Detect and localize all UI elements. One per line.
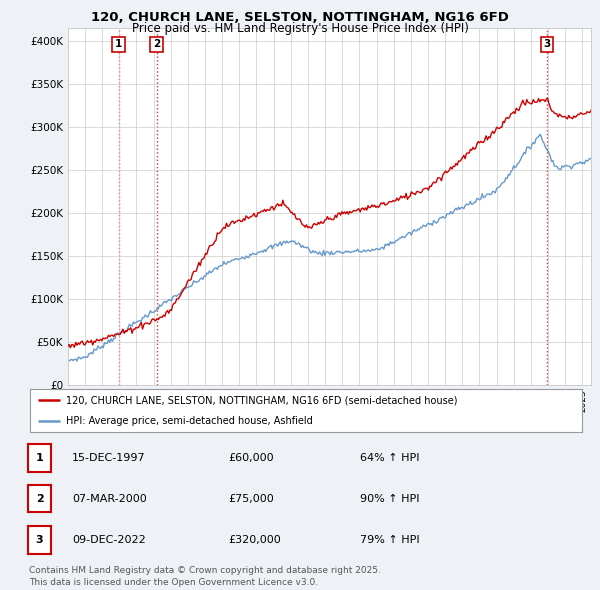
- Text: £60,000: £60,000: [228, 453, 274, 463]
- Text: 1: 1: [115, 40, 122, 50]
- Text: 2: 2: [153, 40, 160, 50]
- Text: 15-DEC-1997: 15-DEC-1997: [72, 453, 146, 463]
- Text: 120, CHURCH LANE, SELSTON, NOTTINGHAM, NG16 6FD: 120, CHURCH LANE, SELSTON, NOTTINGHAM, N…: [91, 11, 509, 24]
- Text: 79% ↑ HPI: 79% ↑ HPI: [360, 535, 419, 545]
- Text: 120, CHURCH LANE, SELSTON, NOTTINGHAM, NG16 6FD (semi-detached house): 120, CHURCH LANE, SELSTON, NOTTINGHAM, N…: [66, 395, 457, 405]
- Text: 1: 1: [36, 453, 43, 463]
- Text: 3: 3: [544, 40, 551, 50]
- Text: 64% ↑ HPI: 64% ↑ HPI: [360, 453, 419, 463]
- Text: 90% ↑ HPI: 90% ↑ HPI: [360, 494, 419, 503]
- Text: £320,000: £320,000: [228, 535, 281, 545]
- Text: £75,000: £75,000: [228, 494, 274, 503]
- Text: 07-MAR-2000: 07-MAR-2000: [72, 494, 147, 503]
- Text: 09-DEC-2022: 09-DEC-2022: [72, 535, 146, 545]
- Text: Contains HM Land Registry data © Crown copyright and database right 2025.
This d: Contains HM Land Registry data © Crown c…: [29, 566, 380, 587]
- Text: 2: 2: [36, 494, 43, 503]
- Text: Price paid vs. HM Land Registry's House Price Index (HPI): Price paid vs. HM Land Registry's House …: [131, 22, 469, 35]
- Text: HPI: Average price, semi-detached house, Ashfield: HPI: Average price, semi-detached house,…: [66, 416, 313, 426]
- Text: 3: 3: [36, 535, 43, 545]
